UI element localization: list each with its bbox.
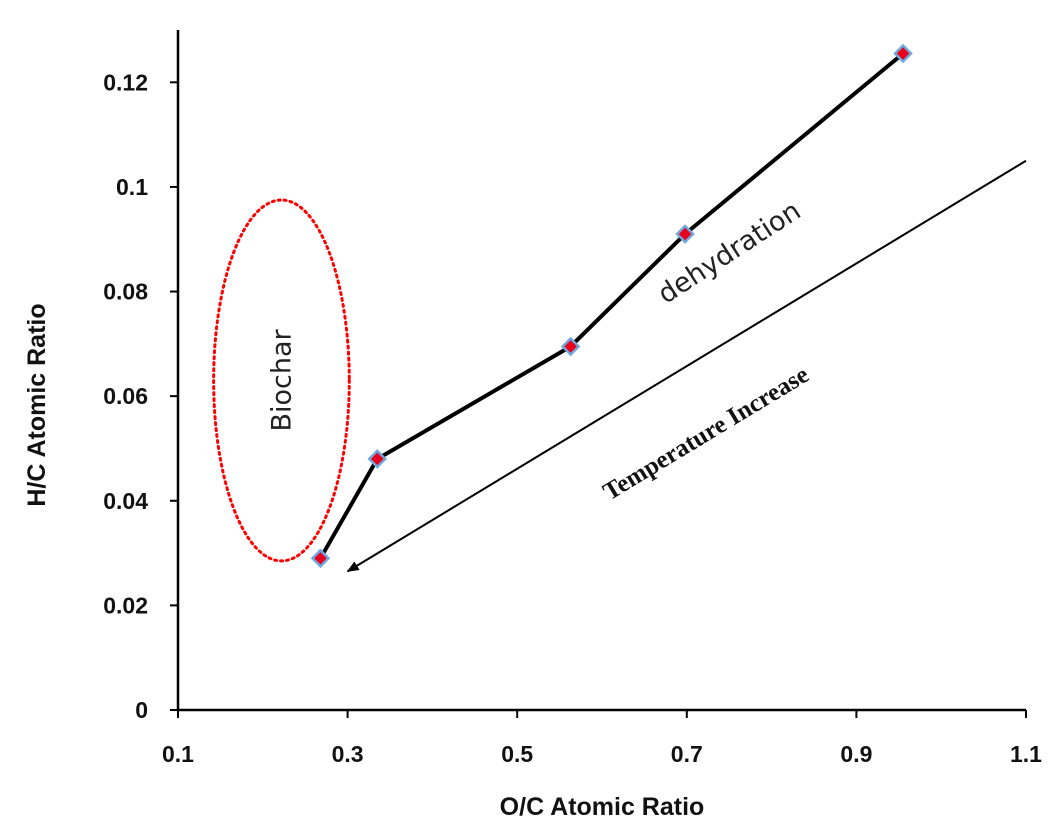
y-tick-label: 0.02 [103,592,148,618]
x-tick-label: 1.1 [1010,741,1042,767]
dehydration-label: dehydration [653,195,807,310]
data-point [675,224,695,244]
y-tick-label: 0.12 [103,69,148,95]
x-tick-label: 0.7 [671,741,703,767]
y-axis-title: H/C Atomic Ratio [23,303,51,506]
annotations: Biochar dehydration Temperature Increase [212,159,1027,573]
y-tick-label: 0.1 [116,174,148,200]
data-point [560,336,581,357]
y-tick-label: 0 [135,697,148,723]
x-tick-label: 0.1 [162,741,194,767]
series-group [310,43,913,569]
data-point [367,449,388,469]
biochar-label: Biochar [266,328,297,431]
x-tick-label: 0.3 [332,741,364,767]
biochar-ellipse [212,198,351,563]
data-point [893,43,913,64]
y-tick-label: 0.04 [103,488,148,514]
axes: 0.1 0.3 0.5 0.7 0.9 1.1 00.020.040.060.080.10… [103,30,1042,767]
temperature-arrow [346,159,1027,573]
y-tick-label: 0.08 [103,279,148,305]
x-tick-label: 0.5 [501,741,533,767]
data-point [310,548,331,569]
y-ticks: 0 0.02 0.04 0.06 0.08 0.1 0.12 [103,69,178,723]
temperature-label: Temperature Increase [599,361,814,506]
x-axis-title: O/C Atomic Ratio [500,793,705,821]
y-tick-label: 0.06 [103,383,148,409]
x-ticks: 0.1 0.3 0.5 0.7 0.9 1.1 [162,710,1042,767]
x-tick-label: 0.9 [840,741,872,767]
